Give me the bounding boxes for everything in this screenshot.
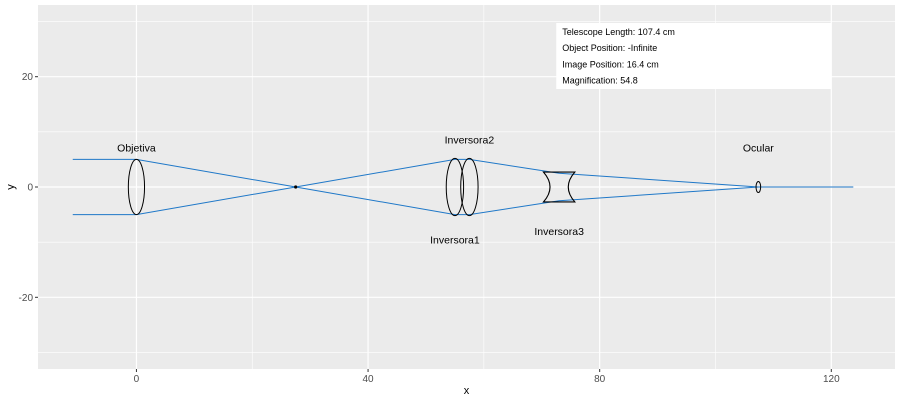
lens-label-objetiva: Objetiva — [117, 142, 156, 154]
x-axis-title: x — [464, 385, 470, 397]
lens-label-inversora1: Inversora1 — [430, 234, 480, 246]
info-line: Image Position: 16.4 cm — [562, 59, 659, 69]
lens-label-ocular: Ocular — [743, 142, 774, 154]
lens-ocular — [755, 180, 762, 194]
lens-inversora3 — [542, 171, 576, 203]
lenses — [127, 157, 762, 217]
info-box: Telescope Length: 107.4 cm Object Positio… — [556, 23, 832, 89]
lens-inversora1 — [445, 157, 465, 217]
info-line: Telescope Length: 107.4 cm — [562, 27, 675, 37]
y-axis-title: y — [5, 184, 17, 190]
x-tick-label: 40 — [362, 374, 374, 385]
axis-ticks: 0 40 80 120 -20 0 20 — [19, 72, 841, 385]
lens-inversora2 — [460, 157, 479, 217]
x-tick-label: 0 — [134, 374, 140, 385]
x-tick-label: 120 — [823, 374, 840, 385]
y-tick-label: 20 — [22, 72, 34, 83]
x-tick-label: 80 — [594, 374, 606, 385]
info-box-background — [556, 23, 832, 89]
info-line: Object Position: -Infinite — [562, 43, 657, 53]
lens-objetiva — [127, 158, 146, 216]
lens-labels: Objetiva Inversora2 Inversora1 Inversora3 Oc… — [117, 135, 774, 247]
lens-label-inversora2: Inversora2 — [445, 135, 495, 147]
y-tick-label: -20 — [19, 293, 34, 304]
lens-label-inversora3: Inversora3 — [534, 226, 584, 238]
focal-point — [294, 185, 298, 189]
info-line: Magnification: 54.8 — [562, 76, 638, 86]
y-tick-label: 0 — [27, 183, 33, 194]
